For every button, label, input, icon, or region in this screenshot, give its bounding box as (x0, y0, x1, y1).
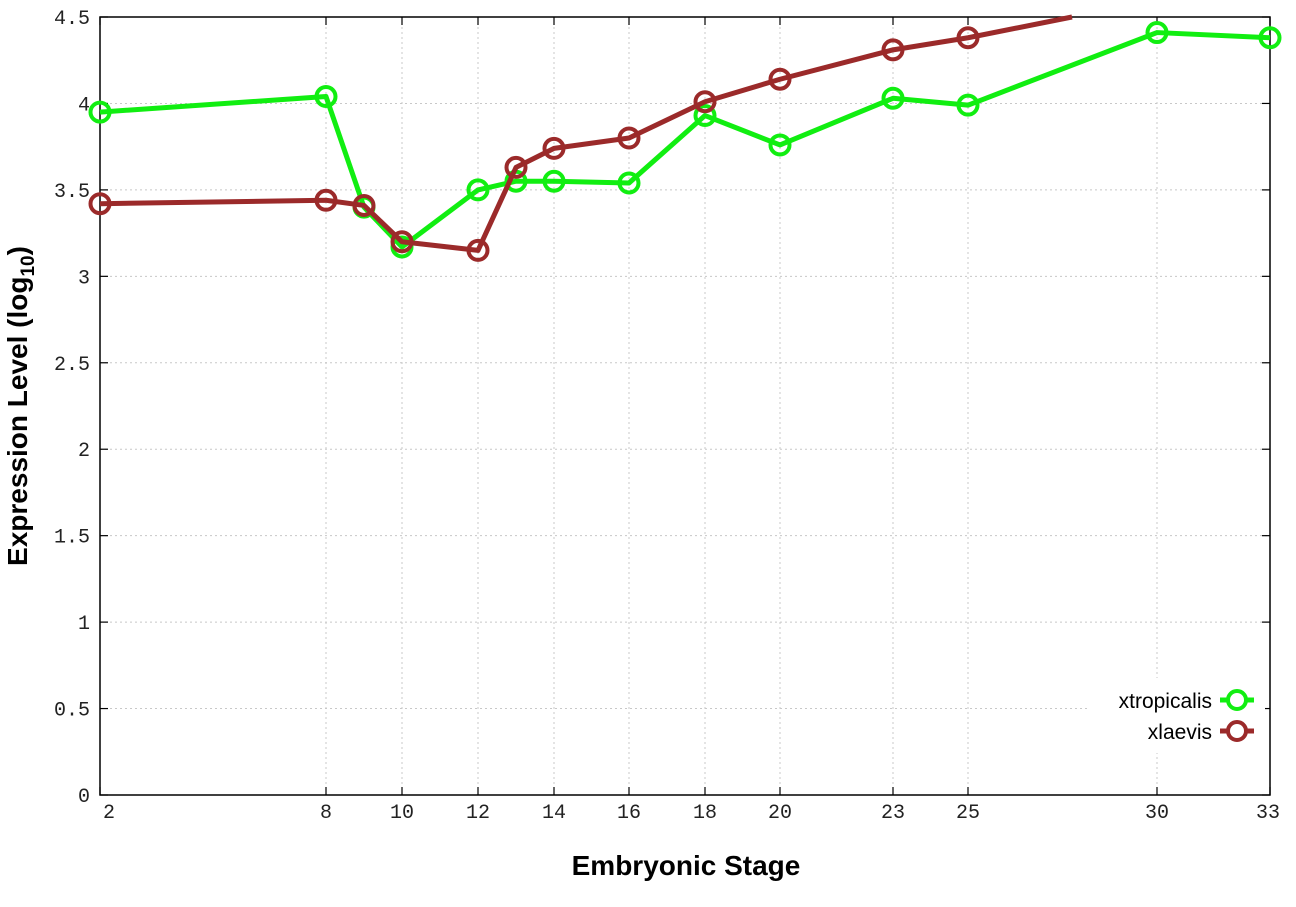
grid (100, 17, 1270, 795)
y-tick-label: 3.5 (54, 181, 90, 204)
y-tick-label: 3 (78, 267, 90, 290)
y-axis-title: Expression Level (log10) (2, 246, 39, 566)
data-point-xtropicalis-8 (314, 85, 338, 109)
legend-marker-xtropicalis (1226, 689, 1248, 711)
data-point-xtropicalis-33 (1258, 26, 1282, 50)
x-tick-label: 18 (693, 802, 717, 825)
data-point-xtropicalis-20 (768, 133, 792, 157)
data-point-xtropicalis-23 (881, 86, 905, 110)
x-axis-title: Embryonic Stage (572, 850, 801, 881)
x-tick-label: 33 (1256, 802, 1280, 825)
legend-label-xtropicalis: xtropicalis (1119, 690, 1212, 713)
x-tick-label: 23 (881, 802, 905, 825)
legend-label-xlaevis: xlaevis (1148, 721, 1212, 744)
data-point-xtropicalis-16 (617, 171, 641, 195)
data-point-xlaevis-2 (88, 192, 112, 216)
y-tick-label: 4 (78, 94, 90, 117)
data-point-xtropicalis-14 (542, 169, 566, 193)
y-axis-title-close: ) (2, 246, 33, 255)
x-tick-label: 8 (320, 802, 332, 825)
data-point-xlaevis-25 (956, 26, 980, 50)
data-point-xlaevis-23 (881, 38, 905, 62)
data-point-xlaevis-14 (542, 136, 566, 160)
x-tick-label: 20 (768, 802, 792, 825)
series-line-xtropicalis (99, 30, 1271, 250)
x-tick-label: 14 (542, 802, 566, 825)
data-point-xlaevis-16 (617, 126, 641, 150)
data-point-xtropicalis-18 (693, 104, 717, 128)
y-tick-label: 2 (78, 440, 90, 463)
legend: xtropicalis xlaevis (1090, 678, 1265, 753)
y-tick-label: 1.5 (54, 527, 90, 550)
y-tick-label: 4.5 (54, 8, 90, 31)
y-tick-label: 0.5 (54, 700, 90, 723)
data-point-xlaevis-10 (390, 230, 414, 254)
data-point-xtropicalis-12 (466, 178, 490, 202)
data-point-xlaevis-9 (352, 193, 376, 217)
y-tick-label: 0 (78, 786, 90, 809)
axis-ticks: 0 0.5 1 1.5 2 2.5 3 3.5 4 4.5 2 8 10 12 14 16 18 20 23 25 30… (54, 8, 1280, 825)
data-point-xlaevis-18 (693, 90, 717, 114)
series-line-xlaevis (99, 14, 1073, 253)
x-tick-label: 30 (1145, 802, 1169, 825)
series-lines (88, 14, 1282, 262)
y-tick-label: 2.5 (54, 354, 90, 377)
y-axis-title-main: Expression Level (log (2, 277, 33, 566)
x-tick-label: 12 (466, 802, 490, 825)
x-tick-label: 16 (617, 802, 641, 825)
data-point-xlaevis-20 (768, 67, 792, 91)
y-tick-label: 1 (78, 613, 90, 636)
plot-frame (99, 16, 1271, 796)
data-point-xlaevis-12 (466, 238, 490, 262)
data-point-xlaevis-8 (314, 188, 338, 212)
x-tick-label: 25 (956, 802, 980, 825)
x-tick-label: 10 (390, 802, 414, 825)
data-point-xtropicalis-25 (956, 93, 980, 117)
data-point-xtropicalis-2 (88, 100, 112, 124)
data-point-xtropicalis-30 (1145, 21, 1169, 45)
data-point-xlaevis-13 (504, 155, 528, 179)
y-axis-title-subscript: 10 (18, 255, 39, 276)
legend-marker-xlaevis (1226, 720, 1248, 742)
x-tick-label: 2 (103, 802, 115, 825)
